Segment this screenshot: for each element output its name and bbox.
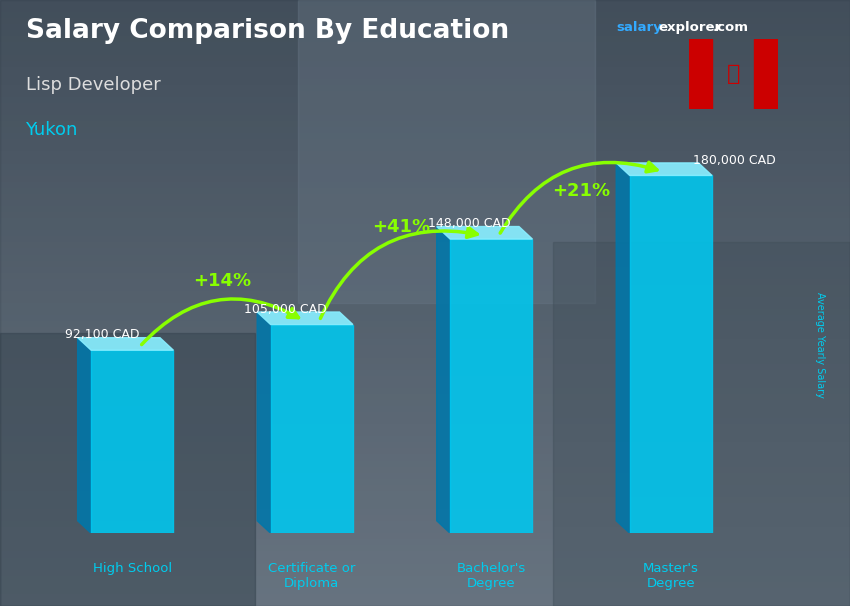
Bar bbox=[630, 176, 712, 533]
Polygon shape bbox=[258, 312, 353, 325]
Bar bbox=[688, 39, 712, 109]
Text: explorer: explorer bbox=[659, 21, 722, 34]
Polygon shape bbox=[437, 227, 532, 239]
Text: Certificate or
Diploma: Certificate or Diploma bbox=[268, 562, 355, 590]
Text: +21%: +21% bbox=[552, 182, 610, 201]
Bar bbox=[450, 239, 532, 533]
Text: Salary Comparison By Education: Salary Comparison By Education bbox=[26, 18, 508, 44]
Bar bbox=[552, 242, 850, 606]
FancyArrowPatch shape bbox=[142, 299, 298, 345]
Bar bbox=[91, 350, 173, 533]
Text: Bachelor's
Degree: Bachelor's Degree bbox=[456, 562, 526, 590]
Text: Yukon: Yukon bbox=[26, 121, 78, 139]
Bar bbox=[754, 39, 778, 109]
Text: High School: High School bbox=[93, 562, 172, 575]
Polygon shape bbox=[616, 163, 712, 176]
Text: 92,100 CAD: 92,100 CAD bbox=[65, 328, 139, 341]
Text: Master's
Degree: Master's Degree bbox=[643, 562, 699, 590]
Text: 105,000 CAD: 105,000 CAD bbox=[245, 302, 327, 316]
Text: 🍁: 🍁 bbox=[727, 64, 740, 84]
Polygon shape bbox=[616, 163, 630, 533]
Polygon shape bbox=[437, 227, 451, 533]
Bar bbox=[298, 0, 595, 303]
Text: 148,000 CAD: 148,000 CAD bbox=[428, 217, 511, 230]
Text: +14%: +14% bbox=[193, 272, 251, 290]
Text: Average Yearly Salary: Average Yearly Salary bbox=[815, 293, 825, 398]
Text: 180,000 CAD: 180,000 CAD bbox=[694, 153, 776, 167]
Polygon shape bbox=[77, 338, 173, 350]
Text: Lisp Developer: Lisp Developer bbox=[26, 76, 161, 94]
Text: +41%: +41% bbox=[372, 218, 431, 236]
FancyArrowPatch shape bbox=[500, 162, 657, 233]
Text: .com: .com bbox=[712, 21, 748, 34]
Polygon shape bbox=[77, 338, 91, 533]
Polygon shape bbox=[258, 312, 270, 533]
FancyArrowPatch shape bbox=[320, 227, 478, 318]
Bar bbox=[270, 325, 353, 533]
Text: salary: salary bbox=[616, 21, 662, 34]
Bar bbox=[0, 333, 255, 606]
